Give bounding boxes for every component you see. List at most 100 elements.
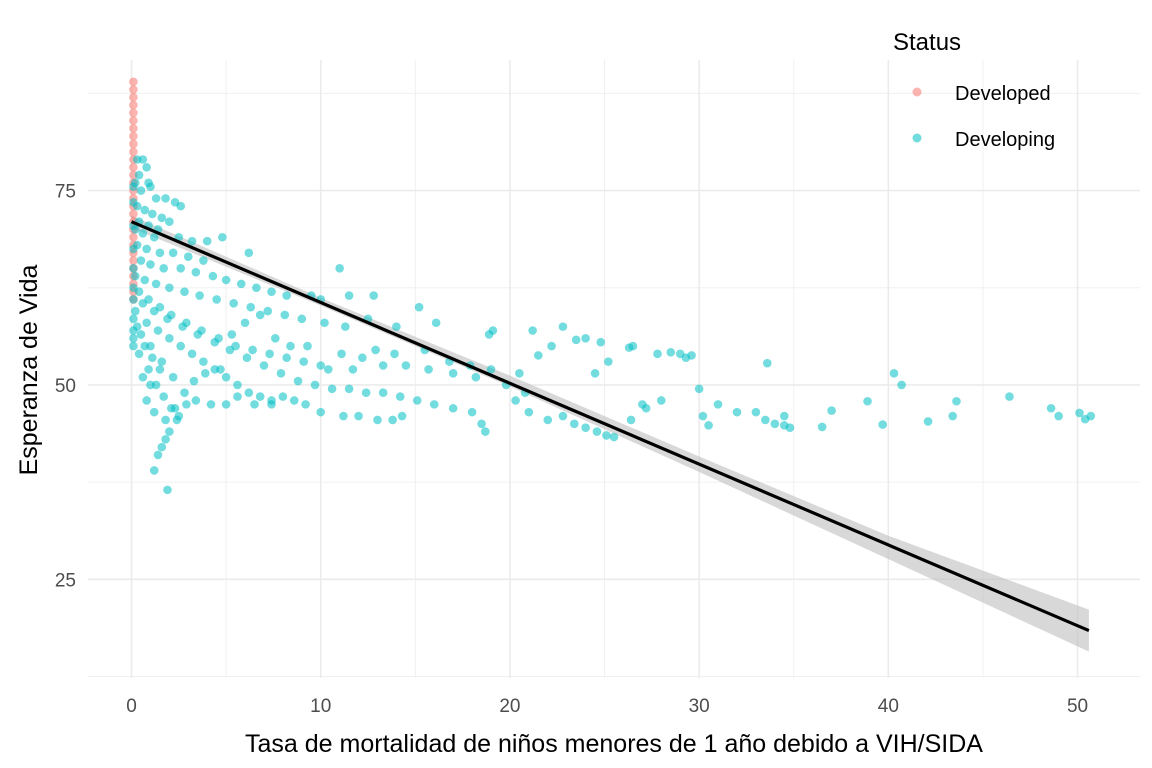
point-developing-226: [952, 396, 961, 406]
grid: [88, 60, 1140, 678]
point-developing-235: [129, 264, 138, 273]
point-developing-224: [923, 417, 933, 426]
point-developing-41: [236, 279, 246, 289]
point-developed-8: [129, 139, 138, 149]
point-developing-76: [248, 345, 257, 355]
point-developing-16: [165, 217, 174, 226]
x-tick-label-1: 10: [310, 696, 331, 717]
point-developing-37: [176, 264, 186, 273]
point-developing-186: [653, 349, 662, 359]
legend-label-developing: Developing: [955, 129, 1055, 151]
point-developing-35: [146, 260, 155, 269]
point-developing-8: [151, 194, 161, 203]
point-developing-66: [414, 302, 424, 312]
point-developing-174: [488, 326, 498, 335]
point-developing-205: [569, 419, 579, 429]
point-developed-11: [129, 162, 138, 172]
point-developing-202: [524, 407, 534, 417]
point-developing-25: [202, 236, 212, 246]
point-developing-82: [358, 353, 367, 363]
point-developing-1: [138, 155, 148, 164]
point-developing-115: [165, 333, 174, 343]
point-developing-251: [138, 372, 148, 382]
point-developing-118: [199, 357, 208, 366]
point-developing-9: [161, 194, 170, 203]
point-developing-47: [335, 264, 344, 273]
point-developing-230: [1075, 408, 1084, 418]
point-developed-17: [129, 209, 138, 219]
y-tick-label-1: 50: [55, 376, 76, 397]
point-developed-9: [129, 147, 138, 157]
point-developing-39: [208, 271, 218, 281]
point-developing-125: [278, 392, 288, 401]
point-developing-24: [187, 236, 197, 246]
point-developing-98: [259, 361, 269, 370]
point-developing-42: [252, 283, 261, 293]
point-developing-92: [163, 314, 172, 324]
point-developing-228: [1046, 403, 1056, 413]
point-developing-217: [785, 423, 795, 432]
point-developing-232: [1086, 411, 1096, 421]
point-developing-28: [142, 244, 151, 254]
y-tick-label-2: 75: [55, 182, 76, 203]
point-developing-233: [129, 295, 138, 304]
point-developing-102: [327, 384, 337, 394]
point-developing-51: [140, 275, 150, 285]
point-developing-111: [477, 419, 486, 429]
point-developing-199: [626, 415, 636, 425]
point-developing-60: [280, 310, 290, 320]
point-developing-177: [547, 341, 556, 351]
point-developing-222: [889, 368, 899, 378]
point-developing-187: [666, 347, 676, 357]
point-developing-182: [604, 357, 613, 366]
point-developing-242: [129, 333, 138, 343]
point-developing-50: [131, 271, 140, 281]
y-axis-title: Esperanza de Vida: [15, 265, 43, 476]
point-developing-6: [136, 186, 146, 195]
point-developing-32: [199, 256, 208, 265]
point-developing-88: [486, 365, 496, 374]
point-developing-183: [590, 368, 600, 378]
point-developing-67: [431, 318, 441, 328]
point-developing-229: [1054, 411, 1063, 421]
point-developing-34: [136, 256, 146, 265]
x-tick-label-5: 50: [1067, 696, 1088, 717]
point-developing-107: [412, 396, 422, 405]
point-developed-4: [129, 108, 138, 118]
point-developing-15: [157, 213, 167, 223]
point-developing-247: [140, 341, 150, 351]
x-tick-label-2: 20: [499, 696, 520, 717]
regression-line: [130, 220, 1090, 633]
point-developing-117: [187, 349, 197, 359]
point-developing-48: [344, 291, 354, 300]
point-developing-167: [348, 365, 358, 374]
point-developing-209: [609, 432, 619, 442]
point-developed-3: [129, 100, 138, 110]
point-developing-197: [751, 407, 761, 417]
point-developing-56: [212, 295, 221, 304]
legend: Status Developed Developing: [893, 29, 1055, 151]
point-developing-191: [762, 358, 772, 368]
point-developing-122: [244, 388, 254, 398]
point-developing-239: [129, 182, 138, 192]
point-developing-52: [151, 279, 161, 289]
point-developing-89: [515, 368, 524, 378]
legend-key-developed: [912, 87, 922, 97]
point-developing-250: [155, 365, 165, 374]
point-developing-136: [168, 372, 178, 382]
point-developing-213: [704, 421, 713, 430]
point-developing-114: [153, 326, 163, 335]
y-axis-ticks: 25 50 75: [55, 182, 76, 592]
point-developing-208: [602, 431, 611, 440]
point-developing-194: [657, 396, 666, 405]
point-developing-44: [282, 291, 291, 300]
point-developing-219: [827, 406, 836, 415]
point-developing-113: [142, 318, 151, 328]
point-developed-23: [129, 256, 138, 265]
point-developing-252: [146, 380, 155, 390]
point-developing-201: [511, 396, 520, 405]
point-developing-195: [713, 400, 723, 409]
point-developing-94: [193, 330, 203, 339]
scatter-points: [129, 77, 1096, 495]
